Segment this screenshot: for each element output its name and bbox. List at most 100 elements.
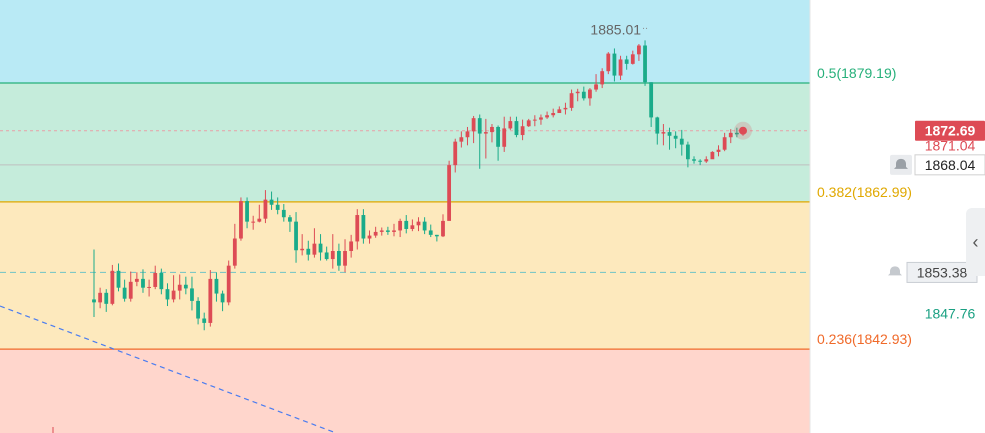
candle (318, 234, 323, 261)
candle-body (465, 131, 470, 138)
candle (637, 44, 641, 61)
candle-body (281, 209, 286, 218)
candle (288, 215, 292, 232)
candle (226, 260, 231, 306)
candle (434, 234, 439, 242)
candle (245, 197, 249, 229)
candle-body (128, 281, 133, 299)
candle (232, 223, 237, 269)
candle (281, 204, 286, 222)
candle (116, 263, 121, 292)
candle (147, 279, 152, 297)
candle-body (673, 135, 678, 139)
candle (557, 106, 562, 114)
alert-price-box-upper[interactable] (914, 154, 985, 176)
candle (483, 118, 488, 159)
candle-body (165, 289, 170, 300)
candle (171, 275, 176, 303)
candle-body (710, 151, 715, 160)
candle-body (220, 293, 225, 303)
candle-body (275, 204, 280, 210)
candle-body (226, 265, 231, 303)
candle-body (716, 149, 721, 152)
candle-body (600, 71, 605, 85)
candle (661, 124, 666, 146)
candle-body (312, 243, 317, 255)
fibonacci-bands (0, 0, 810, 433)
candle-body (373, 231, 378, 236)
candle-body (324, 252, 329, 260)
candle (104, 289, 109, 312)
candle (251, 215, 256, 230)
candle (471, 115, 476, 144)
candle (294, 212, 298, 263)
candle-body (141, 278, 145, 288)
candle-body (318, 243, 323, 253)
candle (710, 151, 715, 160)
candle-body (288, 217, 292, 222)
candle-body (612, 53, 617, 76)
candle-body (514, 121, 519, 136)
candle (692, 156, 696, 164)
candle-body (477, 118, 482, 134)
candle (612, 48, 617, 82)
candle-body (134, 278, 139, 282)
candle-body (728, 132, 733, 138)
candle (428, 224, 433, 238)
candle (477, 114, 482, 169)
candle (698, 159, 703, 166)
candle (300, 234, 305, 256)
candle-body (679, 138, 684, 145)
candle-body (385, 230, 390, 232)
trend-line-segment[interactable] (0, 305, 337, 433)
candles (92, 40, 745, 331)
candle-body (343, 250, 347, 266)
candle-body (606, 53, 611, 72)
candle-body (575, 91, 580, 94)
candle-body (422, 221, 427, 231)
candle (502, 116, 507, 152)
candle (655, 116, 660, 145)
candle (324, 246, 329, 261)
candle-body (92, 299, 96, 303)
candle-body (257, 218, 262, 222)
trend-line[interactable] (0, 305, 337, 433)
candle-body (624, 59, 629, 64)
candle (141, 269, 145, 293)
candle-body (441, 220, 445, 237)
candle-body (116, 270, 121, 288)
candle-body (649, 82, 654, 118)
candle (459, 131, 464, 148)
candle (581, 86, 586, 101)
candle-body (588, 89, 592, 99)
price-labels: 0.5(1879.19) 0.382(1862.99) 0.236(1842.93)… (590, 21, 985, 347)
candle-body (294, 221, 298, 251)
candle (214, 272, 219, 302)
candle-body (526, 120, 531, 127)
candle-body (539, 117, 543, 120)
candle (159, 268, 164, 295)
candle (679, 129, 684, 156)
candle-body (214, 278, 219, 294)
candle (98, 287, 103, 309)
candle (618, 55, 623, 80)
candle (716, 145, 721, 157)
candle-body (98, 292, 103, 303)
candle (196, 297, 200, 325)
candle (563, 102, 568, 115)
collapse-panel-button[interactable]: ‹ (966, 208, 985, 276)
candle-body (581, 91, 586, 99)
candle (624, 55, 629, 70)
candle-body (502, 128, 507, 147)
candle (630, 50, 635, 65)
candle-body (637, 45, 641, 55)
chevron-left-icon: ‹ (972, 231, 979, 252)
candle-body (416, 221, 421, 226)
candle (404, 215, 409, 234)
ask-price-label: 1847.76 (925, 306, 976, 322)
candle (202, 312, 207, 331)
candle (453, 138, 458, 173)
candle-body (447, 165, 452, 221)
candle (728, 129, 733, 144)
